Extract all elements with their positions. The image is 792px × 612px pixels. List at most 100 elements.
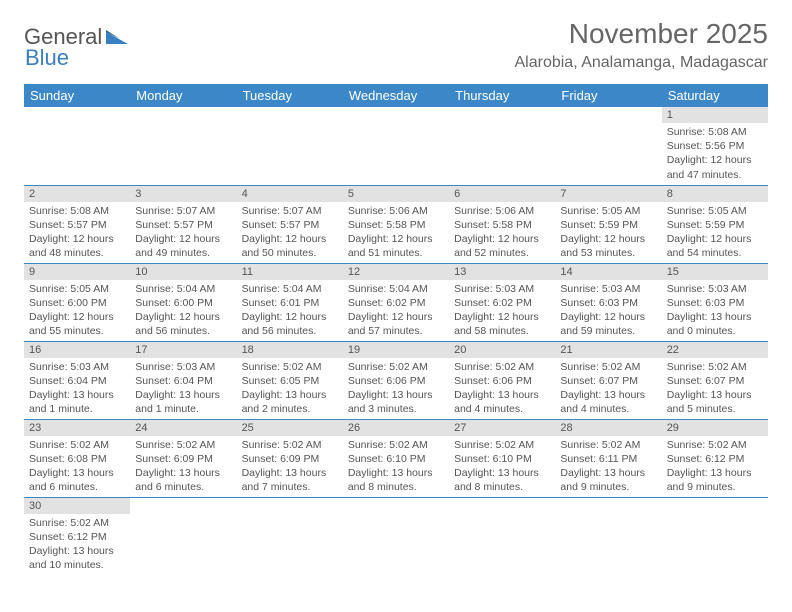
daylight: Daylight: 12 hours and 50 minutes.	[242, 232, 338, 260]
day-cell: 20Sunrise: 5:02 AMSunset: 6:06 PMDayligh…	[449, 341, 555, 419]
col-sat: Saturday	[662, 84, 768, 107]
day-number: 3	[130, 186, 236, 202]
week-row: 30Sunrise: 5:02 AMSunset: 6:12 PMDayligh…	[24, 497, 768, 575]
sunrise: Sunrise: 5:08 AM	[29, 204, 125, 218]
day-info: Sunrise: 5:05 AMSunset: 5:59 PMDaylight:…	[555, 202, 661, 263]
day-info: Sunrise: 5:02 AMSunset: 6:05 PMDaylight:…	[237, 358, 343, 419]
day-number: 28	[555, 420, 661, 436]
day-info: Sunrise: 5:04 AMSunset: 6:00 PMDaylight:…	[130, 280, 236, 341]
daylight: Daylight: 13 hours and 9 minutes.	[560, 466, 656, 494]
sunrise: Sunrise: 5:05 AM	[560, 204, 656, 218]
day-cell	[449, 497, 555, 575]
sunrise: Sunrise: 5:06 AM	[348, 204, 444, 218]
day-info: Sunrise: 5:05 AMSunset: 5:59 PMDaylight:…	[662, 202, 768, 263]
day-cell	[555, 497, 661, 575]
title-block: November 2025 Alarobia, Analamanga, Mada…	[515, 18, 769, 72]
day-cell: 29Sunrise: 5:02 AMSunset: 6:12 PMDayligh…	[662, 419, 768, 497]
day-info: Sunrise: 5:02 AMSunset: 6:06 PMDaylight:…	[449, 358, 555, 419]
daylight: Daylight: 12 hours and 53 minutes.	[560, 232, 656, 260]
day-info: Sunrise: 5:08 AMSunset: 5:57 PMDaylight:…	[24, 202, 130, 263]
day-info: Sunrise: 5:02 AMSunset: 6:08 PMDaylight:…	[24, 436, 130, 497]
day-info: Sunrise: 5:02 AMSunset: 6:07 PMDaylight:…	[662, 358, 768, 419]
daylight: Daylight: 13 hours and 7 minutes.	[242, 466, 338, 494]
day-info: Sunrise: 5:03 AMSunset: 6:04 PMDaylight:…	[24, 358, 130, 419]
sunset: Sunset: 5:58 PM	[348, 218, 444, 232]
day-cell: 10Sunrise: 5:04 AMSunset: 6:00 PMDayligh…	[130, 263, 236, 341]
sunrise: Sunrise: 5:02 AM	[560, 360, 656, 374]
daylight: Daylight: 13 hours and 8 minutes.	[454, 466, 550, 494]
daylight: Daylight: 13 hours and 6 minutes.	[29, 466, 125, 494]
day-number: 5	[343, 186, 449, 202]
sunset: Sunset: 5:56 PM	[667, 139, 763, 153]
day-info: Sunrise: 5:04 AMSunset: 6:01 PMDaylight:…	[237, 280, 343, 341]
day-cell: 27Sunrise: 5:02 AMSunset: 6:10 PMDayligh…	[449, 419, 555, 497]
day-cell: 1Sunrise: 5:08 AMSunset: 5:56 PMDaylight…	[662, 107, 768, 185]
sunrise: Sunrise: 5:07 AM	[242, 204, 338, 218]
sunset: Sunset: 5:59 PM	[560, 218, 656, 232]
daylight: Daylight: 12 hours and 56 minutes.	[242, 310, 338, 338]
sunset: Sunset: 5:59 PM	[667, 218, 763, 232]
week-row: 9Sunrise: 5:05 AMSunset: 6:00 PMDaylight…	[24, 263, 768, 341]
daylight: Daylight: 13 hours and 8 minutes.	[348, 466, 444, 494]
daylight: Daylight: 13 hours and 0 minutes.	[667, 310, 763, 338]
day-cell: 17Sunrise: 5:03 AMSunset: 6:04 PMDayligh…	[130, 341, 236, 419]
day-number: 30	[24, 498, 130, 514]
sunrise: Sunrise: 5:02 AM	[560, 438, 656, 452]
sunrise: Sunrise: 5:03 AM	[667, 282, 763, 296]
day-number: 13	[449, 264, 555, 280]
sunrise: Sunrise: 5:02 AM	[667, 438, 763, 452]
sunrise: Sunrise: 5:04 AM	[242, 282, 338, 296]
week-row: 16Sunrise: 5:03 AMSunset: 6:04 PMDayligh…	[24, 341, 768, 419]
sunset: Sunset: 6:06 PM	[454, 374, 550, 388]
day-number: 16	[24, 342, 130, 358]
sunset: Sunset: 6:07 PM	[667, 374, 763, 388]
sunrise: Sunrise: 5:02 AM	[242, 438, 338, 452]
day-number: 4	[237, 186, 343, 202]
day-number: 9	[24, 264, 130, 280]
day-cell: 25Sunrise: 5:02 AMSunset: 6:09 PMDayligh…	[237, 419, 343, 497]
location: Alarobia, Analamanga, Madagascar	[515, 54, 769, 72]
day-cell: 23Sunrise: 5:02 AMSunset: 6:08 PMDayligh…	[24, 419, 130, 497]
day-cell: 9Sunrise: 5:05 AMSunset: 6:00 PMDaylight…	[24, 263, 130, 341]
day-number: 27	[449, 420, 555, 436]
day-cell: 30Sunrise: 5:02 AMSunset: 6:12 PMDayligh…	[24, 497, 130, 575]
day-cell: 6Sunrise: 5:06 AMSunset: 5:58 PMDaylight…	[449, 185, 555, 263]
sunrise: Sunrise: 5:04 AM	[135, 282, 231, 296]
logo-text-2: Blue	[25, 45, 69, 71]
sunset: Sunset: 6:11 PM	[560, 452, 656, 466]
sunset: Sunset: 6:03 PM	[667, 296, 763, 310]
day-number: 18	[237, 342, 343, 358]
day-cell: 5Sunrise: 5:06 AMSunset: 5:58 PMDaylight…	[343, 185, 449, 263]
day-number: 24	[130, 420, 236, 436]
sunset: Sunset: 6:00 PM	[29, 296, 125, 310]
day-info: Sunrise: 5:03 AMSunset: 6:04 PMDaylight:…	[130, 358, 236, 419]
day-info: Sunrise: 5:02 AMSunset: 6:09 PMDaylight:…	[130, 436, 236, 497]
day-cell: 11Sunrise: 5:04 AMSunset: 6:01 PMDayligh…	[237, 263, 343, 341]
sunrise: Sunrise: 5:03 AM	[29, 360, 125, 374]
day-info: Sunrise: 5:07 AMSunset: 5:57 PMDaylight:…	[130, 202, 236, 263]
week-row: 1Sunrise: 5:08 AMSunset: 5:56 PMDaylight…	[24, 107, 768, 185]
day-info: Sunrise: 5:08 AMSunset: 5:56 PMDaylight:…	[662, 123, 768, 184]
day-info: Sunrise: 5:05 AMSunset: 6:00 PMDaylight:…	[24, 280, 130, 341]
day-number: 23	[24, 420, 130, 436]
day-cell: 8Sunrise: 5:05 AMSunset: 5:59 PMDaylight…	[662, 185, 768, 263]
sunrise: Sunrise: 5:02 AM	[667, 360, 763, 374]
sunrise: Sunrise: 5:02 AM	[29, 516, 125, 530]
sunrise: Sunrise: 5:05 AM	[667, 204, 763, 218]
day-cell	[449, 107, 555, 185]
day-number: 25	[237, 420, 343, 436]
daylight: Daylight: 12 hours and 56 minutes.	[135, 310, 231, 338]
daylight: Daylight: 13 hours and 1 minute.	[135, 388, 231, 416]
sunrise: Sunrise: 5:02 AM	[135, 438, 231, 452]
day-cell	[24, 107, 130, 185]
daylight: Daylight: 12 hours and 54 minutes.	[667, 232, 763, 260]
day-number: 17	[130, 342, 236, 358]
day-cell: 19Sunrise: 5:02 AMSunset: 6:06 PMDayligh…	[343, 341, 449, 419]
col-tue: Tuesday	[237, 84, 343, 107]
sunset: Sunset: 6:00 PM	[135, 296, 231, 310]
sunset: Sunset: 6:02 PM	[348, 296, 444, 310]
daylight: Daylight: 12 hours and 58 minutes.	[454, 310, 550, 338]
day-cell	[237, 107, 343, 185]
sunset: Sunset: 6:06 PM	[348, 374, 444, 388]
sunrise: Sunrise: 5:02 AM	[348, 360, 444, 374]
